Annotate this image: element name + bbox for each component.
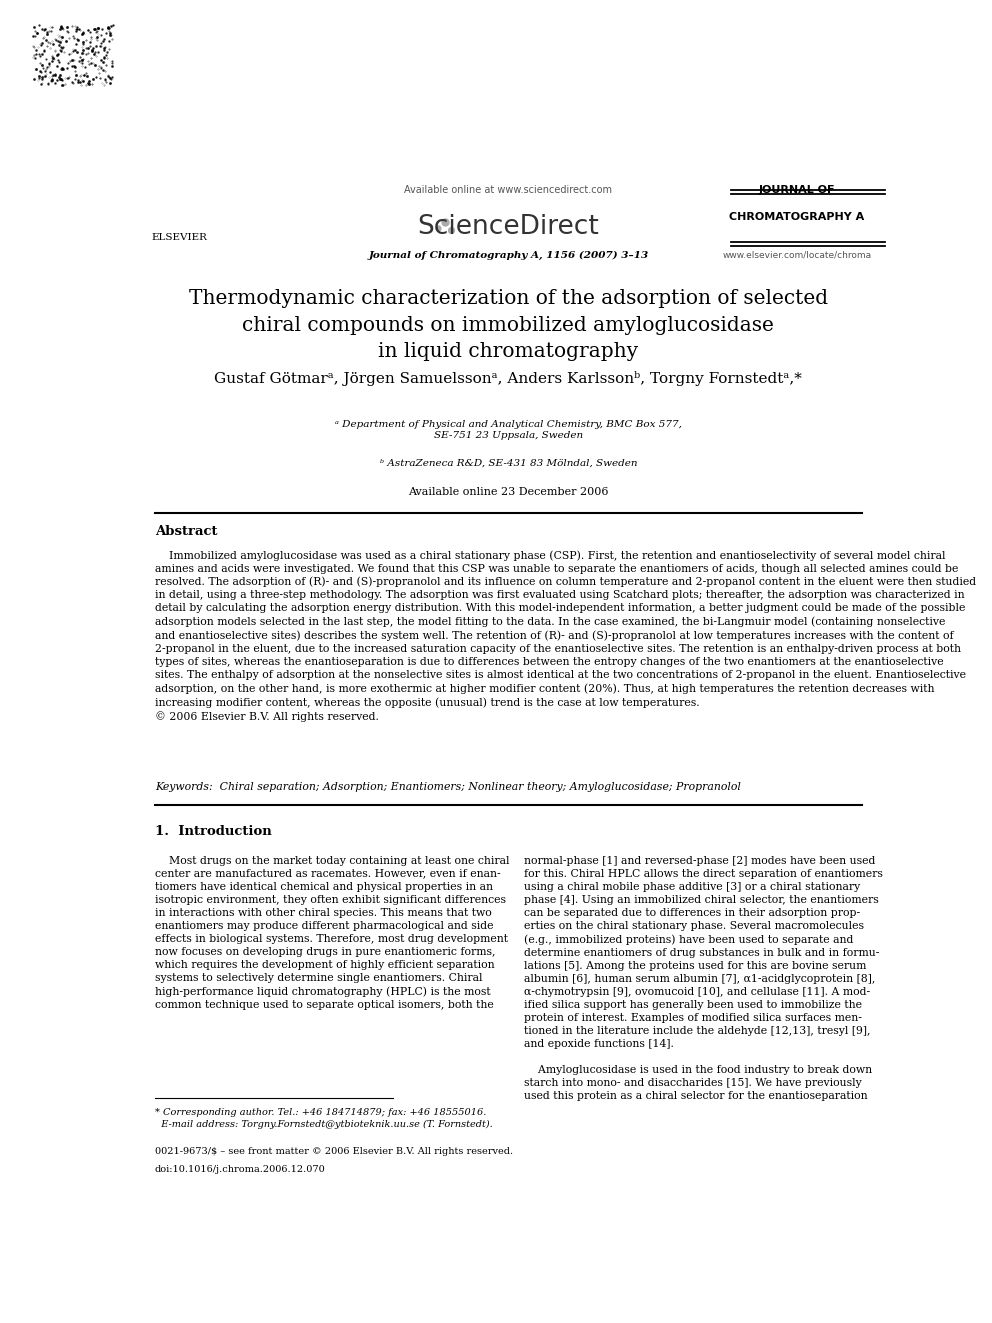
Text: Journal of Chromatography A, 1156 (2007) 3–13: Journal of Chromatography A, 1156 (2007)… xyxy=(368,250,649,259)
Text: www.elsevier.com/locate/chroma: www.elsevier.com/locate/chroma xyxy=(722,250,871,259)
Text: 0021-9673/$ – see front matter © 2006 Elsevier B.V. All rights reserved.: 0021-9673/$ – see front matter © 2006 El… xyxy=(155,1147,513,1156)
Text: Gustaf Götmarᵃ, Jörgen Samuelssonᵃ, Anders Karlssonᵇ, Torgny Fornstedtᵃ,*: Gustaf Götmarᵃ, Jörgen Samuelssonᵃ, Ande… xyxy=(214,370,803,385)
Text: JOURNAL OF: JOURNAL OF xyxy=(759,185,835,196)
Text: Thermodynamic characterization of the adsorption of selected
chiral compounds on: Thermodynamic characterization of the ad… xyxy=(188,290,828,361)
Text: ScienceDirect: ScienceDirect xyxy=(418,214,599,239)
Text: * Corresponding author. Tel.: +46 184714879; fax: +46 18555016.
  E-mail address: * Corresponding author. Tel.: +46 184714… xyxy=(155,1109,492,1129)
Text: Keywords:  Chiral separation; Adsorption; Enantiomers; Nonlinear theory; Amylogl: Keywords: Chiral separation; Adsorption;… xyxy=(155,782,741,792)
Text: doi:10.1016/j.chroma.2006.12.070: doi:10.1016/j.chroma.2006.12.070 xyxy=(155,1166,325,1175)
Text: normal-phase [1] and reversed-phase [2] modes have been used
for this. Chiral HP: normal-phase [1] and reversed-phase [2] … xyxy=(524,856,883,1101)
Text: Abstract: Abstract xyxy=(155,525,217,538)
Text: 1.  Introduction: 1. Introduction xyxy=(155,826,272,837)
Text: Most drugs on the market today containing at least one chiral
center are manufac: Most drugs on the market today containin… xyxy=(155,856,509,1009)
Text: Immobilized amyloglucosidase was used as a chiral stationary phase (CSP). First,: Immobilized amyloglucosidase was used as… xyxy=(155,550,976,722)
Text: ELSEVIER: ELSEVIER xyxy=(152,233,207,242)
Text: ᵇ AstraZeneca R&D, SE-431 83 Mölndal, Sweden: ᵇ AstraZeneca R&D, SE-431 83 Mölndal, Sw… xyxy=(380,458,637,467)
Text: Available online at www.sciencedirect.com: Available online at www.sciencedirect.co… xyxy=(405,185,612,196)
Text: ᵃ Department of Physical and Analytical Chemistry, BMC Box 577,
SE-751 23 Uppsal: ᵃ Department of Physical and Analytical … xyxy=(335,419,682,441)
Text: CHROMATOGRAPHY A: CHROMATOGRAPHY A xyxy=(729,212,864,222)
Text: Available online 23 December 2006: Available online 23 December 2006 xyxy=(408,487,609,496)
